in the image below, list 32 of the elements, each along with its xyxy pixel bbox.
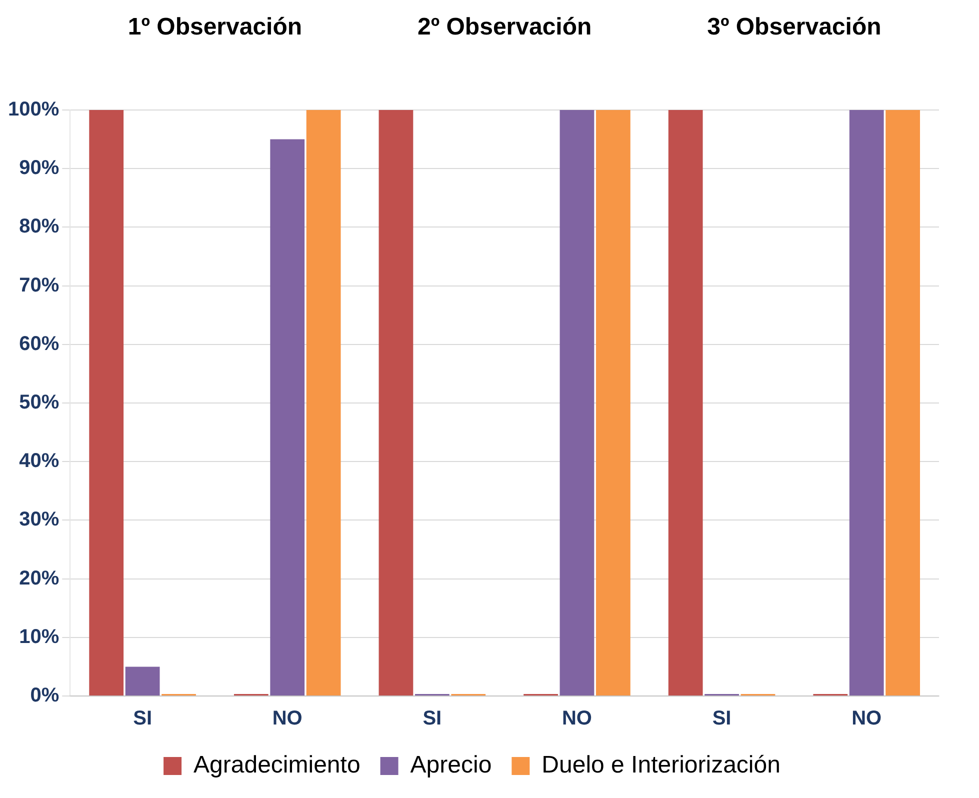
y-tick-label: 10% [19,626,60,648]
bar [849,110,884,696]
y-tick-label: 50% [19,392,60,414]
y-tick-label: 40% [19,450,60,472]
x-tick-label: SI [422,708,442,730]
x-tick-label: NO [852,708,882,730]
y-tick-label: 70% [19,274,60,296]
bar [270,139,305,696]
y-tick-label: 60% [19,332,60,355]
x-tick-label: NO [272,708,302,730]
bar [306,110,341,696]
x-tick-label: SI [133,708,152,730]
bar [378,110,414,696]
bar [89,110,124,696]
y-tick-label: 30% [19,508,60,531]
bar [886,110,920,696]
y-tick-label: 20% [19,567,60,590]
legend-label: Aprecio [410,752,492,779]
text: 2º Observación [417,14,592,41]
bar [668,110,703,696]
y-tick-label: 0% [30,684,60,707]
bar [596,110,630,696]
y-tick-label: 80% [19,216,60,238]
legend-label: Agradecimiento [194,752,360,779]
text: 1º Observación [128,14,302,41]
y-tick-label: 100% [8,98,60,121]
bar [560,110,594,696]
x-tick-label: SI [712,708,732,730]
y-tick-label: 90% [19,157,60,180]
text: 3º Observación [707,14,882,41]
x-tick-label: NO [562,708,592,730]
legend-label: Duelo e Interiorización [542,752,780,779]
